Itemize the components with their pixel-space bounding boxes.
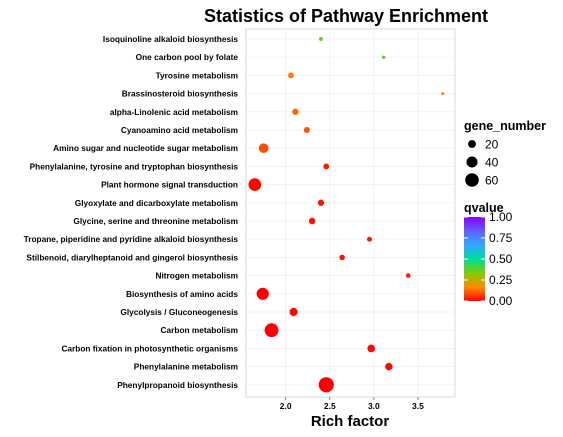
data-point xyxy=(264,323,279,338)
size-legend-title: gene_number xyxy=(464,119,546,133)
x-tick-label: 3.0 xyxy=(368,401,380,411)
x-tick-label: 3.5 xyxy=(412,401,424,411)
data-point xyxy=(405,273,411,278)
data-point xyxy=(339,254,345,261)
color-legend-label: 0.25 xyxy=(489,273,513,287)
grid-lines xyxy=(246,29,455,397)
color-legend-label: 0.75 xyxy=(489,231,513,245)
x-axis-ticks: 2.0 2.5 3.0 3.5 xyxy=(280,397,424,411)
color-legend: qvalue 1.00 0.75 0.50 0.25 0.00 xyxy=(464,201,513,308)
plot-panel xyxy=(245,28,456,398)
data-point xyxy=(248,178,262,191)
y-tick-label: Glycolysis / Gluconeogenesis xyxy=(120,307,238,317)
y-tick-label: Carbon metabolism xyxy=(161,325,238,335)
size-legend-label: 40 xyxy=(485,156,499,170)
data-point xyxy=(308,217,316,225)
y-tick-label: Glycine, serine and threonine metabolism xyxy=(73,216,238,226)
size-legend-label: 20 xyxy=(485,138,499,152)
y-tick-label: Amino sugar and nucleotide sugar metabol… xyxy=(53,143,238,153)
y-tick-label: Nitrogen metabolism xyxy=(155,271,238,281)
y-tick-label: Phenylalanine metabolism xyxy=(134,362,238,372)
y-tick-label: Cyanoamino acid metabolism xyxy=(121,125,238,135)
x-tick-label: 2.5 xyxy=(324,401,336,411)
y-tick-label: Brassinosteroid biosynthesis xyxy=(122,89,239,99)
color-legend-bar xyxy=(464,217,485,301)
y-tick-label: Tyrosine metabolism xyxy=(156,70,238,80)
y-tick-label: Carbon fixation in photosynthetic organi… xyxy=(61,343,238,353)
data-point xyxy=(367,344,376,353)
pathway-labels: Isoquinoline alkaloid biosynthesis One ca… xyxy=(24,34,239,390)
color-legend-label: 0.00 xyxy=(489,294,513,308)
data-point xyxy=(323,163,330,170)
size-legend-dot xyxy=(468,140,476,148)
data-point xyxy=(366,236,372,242)
data-point xyxy=(289,307,298,317)
x-tick-label: 2.0 xyxy=(280,401,292,411)
data-point xyxy=(258,143,269,154)
y-tick-label: alpha-Linolenic acid metabolism xyxy=(110,107,238,117)
y-tick-label: One carbon pool by folate xyxy=(136,52,239,62)
chart-title: Statistics of Pathway Enrichment xyxy=(204,6,488,26)
y-tick-label: Phenylpropanoid biosynthesis xyxy=(117,380,238,390)
y-tick-label: Biosynthesis of amino acids xyxy=(126,289,238,299)
data-point xyxy=(441,92,445,96)
data-point xyxy=(288,72,294,79)
x-axis-title: Rich factor xyxy=(311,413,390,430)
color-legend-title: qvalue xyxy=(464,201,504,215)
size-legend: gene_number 20 40 60 xyxy=(464,119,546,188)
size-legend-dot xyxy=(466,156,478,168)
data-point xyxy=(318,377,334,393)
data-point xyxy=(381,55,386,59)
data-points xyxy=(248,37,445,393)
data-point xyxy=(317,199,325,206)
size-legend-label: 60 xyxy=(485,174,499,188)
y-tick-label: Isoquinoline alkaloid biosynthesis xyxy=(103,34,238,44)
size-legend-dot xyxy=(465,173,479,187)
y-tick-label: Plant hormone signal transduction xyxy=(101,180,238,190)
data-point xyxy=(256,287,269,300)
y-tick-label: Tropane, piperidine and pyridine alkaloi… xyxy=(24,234,239,244)
data-point xyxy=(303,126,310,134)
data-point xyxy=(385,362,393,371)
data-point xyxy=(292,108,299,115)
y-tick-label: Stilbenoid, diarylheptanoid and gingerol… xyxy=(26,252,238,262)
color-legend-label: 1.00 xyxy=(489,210,513,224)
y-tick-label: Glyoxylate and dicarboxylate metabolism xyxy=(75,198,238,208)
y-tick-label: Phenylalanine, tyrosine and tryptophan b… xyxy=(30,161,239,171)
data-point xyxy=(318,37,323,41)
color-legend-label: 0.50 xyxy=(489,252,513,266)
